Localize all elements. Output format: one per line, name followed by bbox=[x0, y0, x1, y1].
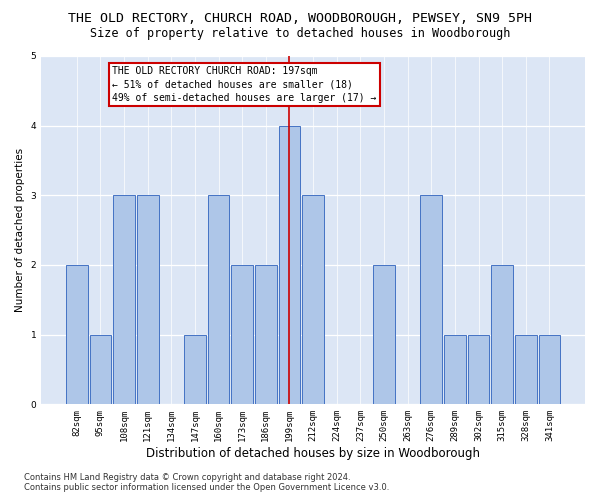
Bar bbox=[232, 265, 253, 404]
Text: Size of property relative to detached houses in Woodborough: Size of property relative to detached ho… bbox=[90, 28, 510, 40]
Bar bbox=[137, 196, 158, 404]
Bar bbox=[491, 265, 513, 404]
Bar bbox=[66, 265, 88, 404]
Bar bbox=[89, 334, 111, 404]
Bar bbox=[113, 196, 135, 404]
Bar bbox=[373, 265, 395, 404]
Y-axis label: Number of detached properties: Number of detached properties bbox=[15, 148, 25, 312]
Bar bbox=[467, 334, 490, 404]
Bar bbox=[515, 334, 536, 404]
Bar bbox=[255, 265, 277, 404]
Bar bbox=[184, 334, 206, 404]
Bar bbox=[278, 126, 301, 404]
Bar bbox=[421, 196, 442, 404]
Text: THE OLD RECTORY, CHURCH ROAD, WOODBOROUGH, PEWSEY, SN9 5PH: THE OLD RECTORY, CHURCH ROAD, WOODBOROUG… bbox=[68, 12, 532, 26]
Bar bbox=[302, 196, 324, 404]
Text: THE OLD RECTORY CHURCH ROAD: 197sqm
← 51% of detached houses are smaller (18)
49: THE OLD RECTORY CHURCH ROAD: 197sqm ← 51… bbox=[112, 66, 377, 103]
X-axis label: Distribution of detached houses by size in Woodborough: Distribution of detached houses by size … bbox=[146, 447, 480, 460]
Bar bbox=[539, 334, 560, 404]
Bar bbox=[208, 196, 229, 404]
Text: Contains HM Land Registry data © Crown copyright and database right 2024.
Contai: Contains HM Land Registry data © Crown c… bbox=[24, 473, 389, 492]
Bar bbox=[444, 334, 466, 404]
